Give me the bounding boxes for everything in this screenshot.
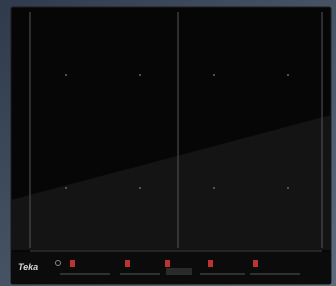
zone-dot: [139, 74, 141, 76]
center-keys[interactable]: [166, 268, 192, 275]
zone-dot: [65, 74, 67, 76]
zone-dot: [65, 187, 67, 189]
zone-dot: [287, 74, 289, 76]
zone-dot: [139, 187, 141, 189]
display: [125, 260, 130, 267]
display: [70, 260, 75, 267]
display: [253, 260, 258, 267]
zone-dot: [287, 187, 289, 189]
zone-dot: [213, 74, 215, 76]
zone-dot: [213, 187, 215, 189]
brand-logo: Teka: [18, 262, 38, 272]
page: {"brand": "Teka"} Teka ((): [0, 0, 336, 286]
display: [165, 260, 170, 267]
photo: Teka: [0, 0, 336, 286]
display: [208, 260, 213, 267]
